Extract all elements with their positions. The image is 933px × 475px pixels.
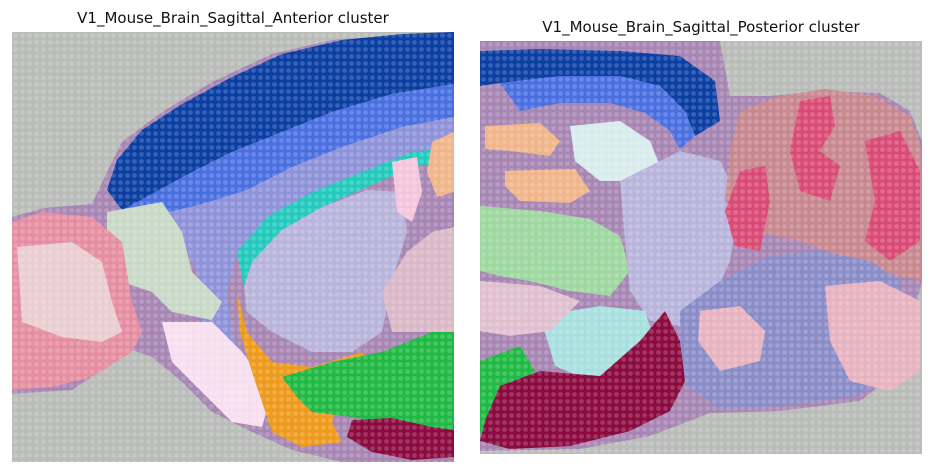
posterior-cluster-map [480,41,922,454]
panel-title-anterior: V1_Mouse_Brain_Sagittal_Anterior cluster [77,9,389,27]
anterior-spatial-image [12,32,454,462]
anterior-cluster-map [12,32,454,462]
posterior-spatial-image [480,41,922,454]
panel-title-posterior: V1_Mouse_Brain_Sagittal_Posterior cluste… [542,18,860,36]
